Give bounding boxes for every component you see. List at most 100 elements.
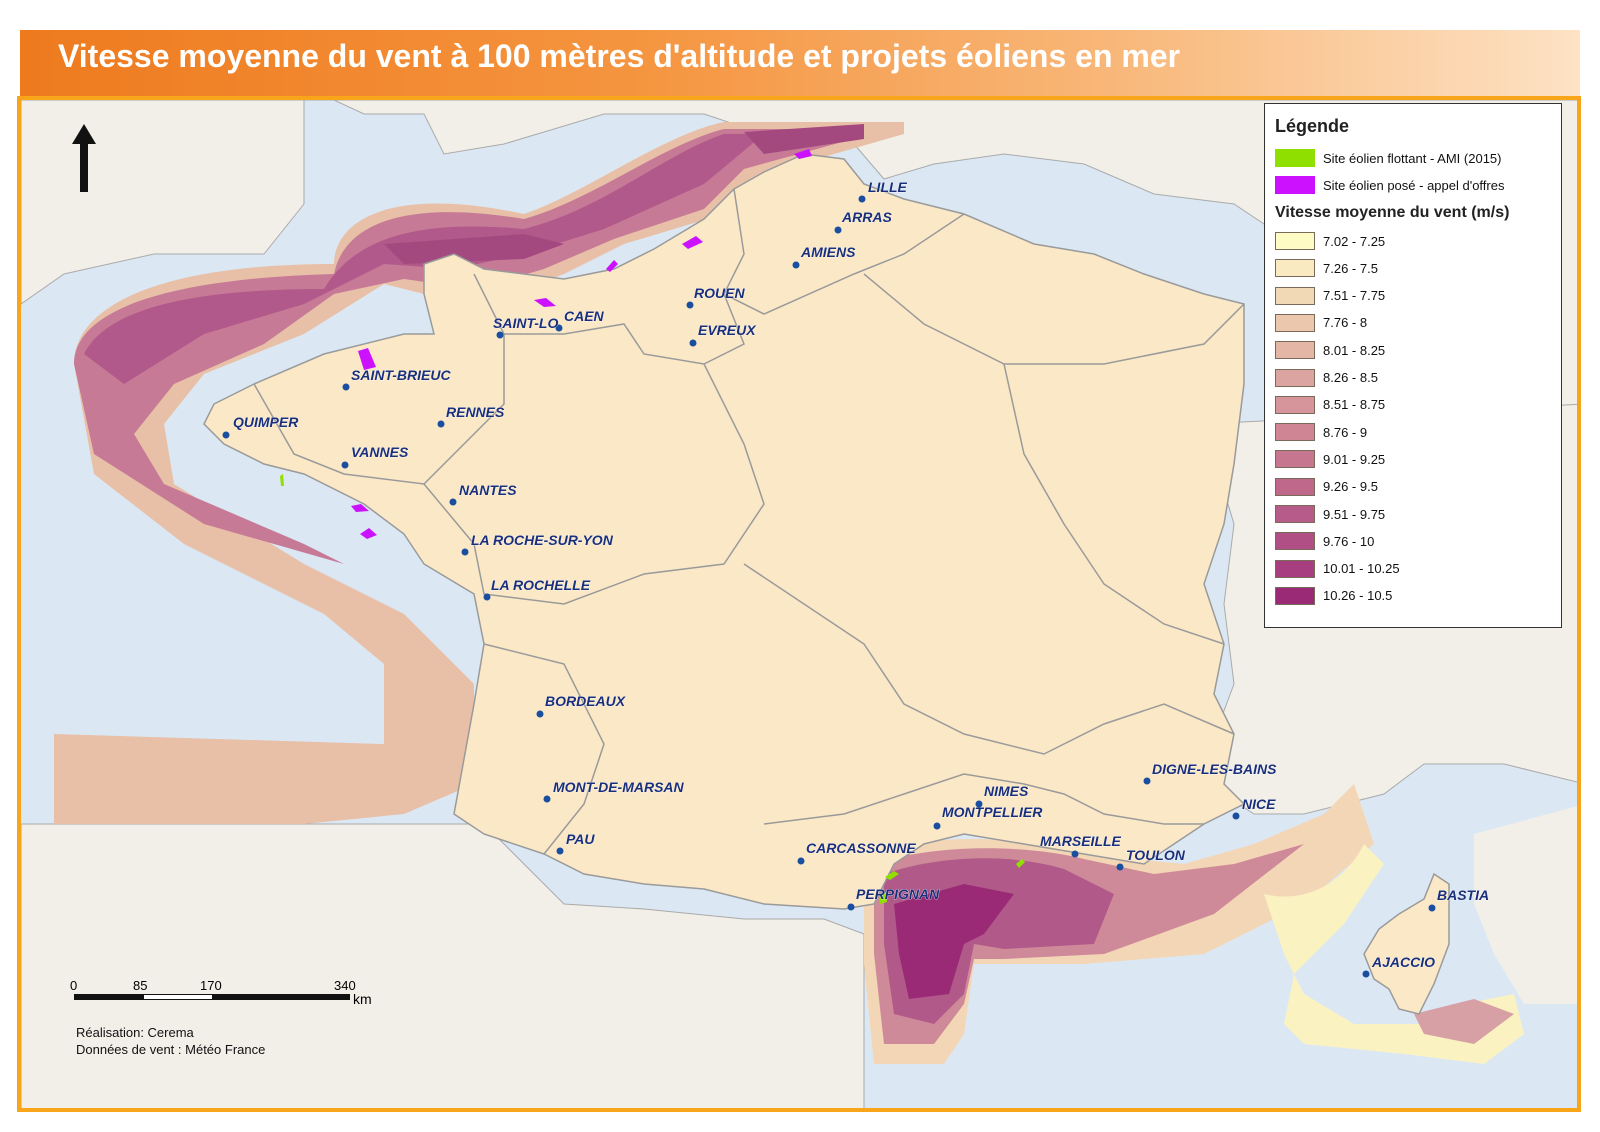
city-label: BORDEAUX	[545, 693, 627, 709]
site-flottant-leucate	[885, 871, 899, 880]
legend-wind-class: 7.76 - 8	[1275, 313, 1367, 333]
wind-class-swatch	[1275, 477, 1315, 496]
wind-class-label: 7.76 - 8	[1323, 315, 1368, 331]
wind-class-swatch	[1275, 286, 1315, 305]
city-dot	[1116, 863, 1124, 871]
city-label: ARRAS	[841, 209, 892, 225]
city-bastia: BASTIA	[1428, 887, 1489, 912]
scale-tick-340: 340	[334, 978, 356, 993]
city-la-roche-sur-yon: LA ROCHE-SUR-YON	[461, 532, 614, 556]
wind-class-label: 10.01 - 10.25	[1323, 561, 1400, 577]
city-dot	[222, 431, 230, 439]
city-dot	[686, 301, 694, 309]
city-dot	[543, 795, 551, 803]
city-lille: LILLE	[858, 179, 908, 203]
city-carcassonne: CARCASSONNE	[797, 840, 917, 865]
city-dot	[437, 420, 445, 428]
city-label: PAU	[566, 831, 595, 847]
wind-class-swatch	[1275, 232, 1315, 250]
credit-donnees: Données de vent : Météo France	[76, 1042, 266, 1057]
city-dot	[342, 383, 350, 391]
city-toulon: TOULON	[1116, 847, 1186, 871]
city-pau: PAU	[556, 831, 596, 855]
wind-class-swatch	[1275, 532, 1315, 551]
city-label: LA ROCHE-SUR-YON	[471, 532, 614, 548]
city-dot	[933, 822, 941, 830]
city-montpellier: MONTPELLIER	[933, 804, 1044, 830]
legend-wind-class: 9.01 - 9.25	[1275, 449, 1385, 469]
site-pose-courseulles	[534, 298, 556, 307]
city-label: SAINT-LO	[493, 315, 558, 331]
city-label: CARCASSONNE	[806, 840, 916, 856]
city-evreux: EVREUX	[689, 322, 758, 347]
site-pose-noirmoutier	[360, 528, 377, 539]
wind-class-swatch	[1275, 450, 1315, 469]
city-label: MONT-DE-MARSAN	[553, 779, 685, 795]
city-quimper: QUIMPER	[222, 414, 300, 439]
site-flottant-groix	[280, 474, 284, 486]
legend-wind-heading: Vitesse moyenne du vent (m/s)	[1275, 204, 1510, 221]
legend-wind-class: 8.51 - 8.75	[1275, 395, 1385, 415]
city-dot	[1362, 970, 1370, 978]
city-label: TOULON	[1126, 847, 1186, 863]
wind-class-swatch	[1275, 505, 1315, 523]
swatch-site-pose	[1275, 176, 1315, 194]
legend-site-flottant-label: Site éolien flottant - AMI (2015)	[1323, 150, 1502, 166]
wind-zones	[54, 122, 1524, 1064]
legend-wind-class: 7.51 - 7.75	[1275, 286, 1385, 306]
city-label: NANTES	[459, 482, 517, 498]
site-flottant-faraman	[1016, 859, 1025, 868]
city-dot	[797, 857, 805, 865]
city-label: LA ROCHELLE	[491, 577, 591, 593]
city-nimes: NIMES	[975, 783, 1029, 808]
wind-class-label: 8.26 - 8.5	[1323, 370, 1378, 385]
city-dot	[483, 593, 491, 601]
wind-class-label: 9.51 - 9.75	[1323, 506, 1386, 522]
city-mont-de-marsan: MONT-DE-MARSAN	[543, 779, 685, 803]
city-dot	[555, 324, 563, 332]
wind-class-swatch	[1275, 423, 1315, 442]
wind-class-label: 7.26 - 7.5	[1323, 260, 1378, 276]
city-label: VANNES	[351, 444, 409, 460]
city-label: LILLE	[868, 179, 908, 195]
credits: Réalisation: Cerema Données de vent : Mé…	[76, 1024, 265, 1058]
city-amiens: AMIENS	[792, 244, 856, 269]
city-label: PERPIGNAN	[856, 886, 940, 902]
scale-bar: 0 85 170 340 km	[70, 978, 404, 1018]
city-dot	[556, 847, 564, 855]
wind-sites	[280, 149, 1025, 904]
city-dot	[496, 331, 504, 339]
site-pose-saint-nazaire	[351, 504, 369, 512]
wind-class-label: 10.26 - 10.5	[1323, 588, 1393, 604]
city-ajaccio: AJACCIO	[1362, 954, 1435, 978]
wind-class-label: 9.01 - 9.25	[1323, 451, 1386, 467]
city-saint-brieuc: SAINT-BRIEUC	[342, 367, 452, 391]
city-perpignan: PERPIGNAN	[847, 886, 940, 911]
wind-class-swatch	[1275, 341, 1315, 360]
map-canvas[interactable]: LILLE ARRAS AMIENS ROUEN EVREUX CAEN SAINT-LO S…	[21, 100, 1581, 1112]
corsica	[1363, 872, 1450, 1015]
swatch-site-flottant	[1275, 149, 1315, 167]
wind-class-swatch	[1275, 259, 1315, 278]
city-label: NIMES	[984, 783, 1029, 799]
city-dot	[834, 226, 842, 234]
city-vannes: VANNES	[341, 444, 409, 469]
legend-wind-class: 9.51 - 9.75	[1275, 504, 1385, 524]
city-nantes: NANTES	[449, 482, 518, 506]
wind-class-label: 8.76 - 9	[1323, 424, 1368, 440]
city-dot	[1071, 850, 1079, 858]
city-dot	[1428, 904, 1436, 912]
legend-wind-class: 8.76 - 9	[1275, 422, 1367, 442]
city-label: NICE	[1242, 796, 1276, 812]
scale-tick-170: 170	[200, 978, 222, 993]
legend-wind-class: 9.76 - 10	[1275, 531, 1374, 551]
city-digne-les-bains: DIGNE-LES-BAINS	[1143, 761, 1277, 785]
city-saint-lo: SAINT-LO	[493, 315, 559, 339]
wind-class-swatch	[1275, 586, 1315, 605]
legend-site-pose: Site éolien posé - appel d'offres	[1275, 175, 1504, 195]
cities-layer: LILLE ARRAS AMIENS ROUEN EVREUX CAEN SAINT-LO S…	[222, 179, 1489, 978]
city-arras: ARRAS	[834, 209, 893, 234]
credit-realisation: Réalisation: Cerema	[76, 1025, 194, 1040]
city-label: DIGNE-LES-BAINS	[1152, 761, 1277, 777]
legend-site-flottant: Site éolien flottant - AMI (2015)	[1275, 148, 1501, 168]
